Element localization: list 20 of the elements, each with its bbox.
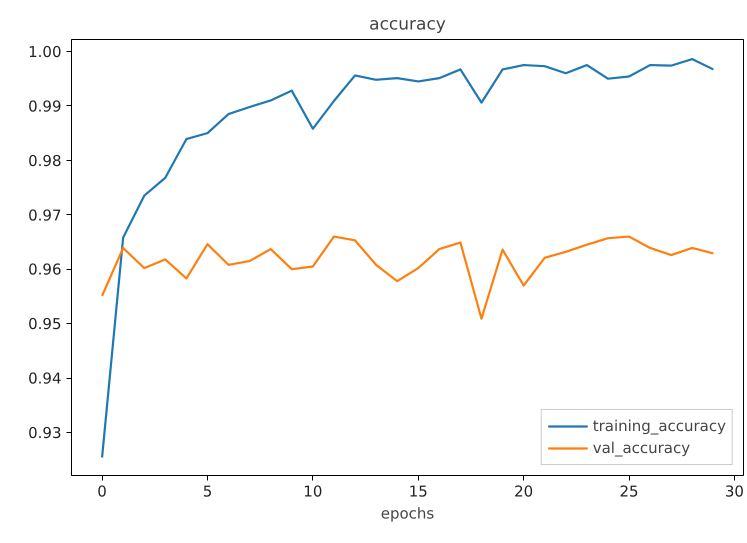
x-tick-label: 20 — [514, 482, 534, 500]
chart-title: accuracy — [369, 14, 446, 34]
y-tick-label: 0.93 — [28, 424, 62, 442]
y-tick-label: 0.99 — [28, 97, 62, 116]
y-tick-label: 0.95 — [28, 315, 62, 334]
y-tick-label: 0.98 — [28, 152, 62, 170]
x-tick-label: 15 — [408, 482, 428, 500]
y-tick-label: 0.96 — [28, 260, 62, 279]
x-axis-title: epochs — [380, 504, 434, 522]
x-tick-label: 25 — [619, 482, 639, 500]
y-tick-label: 0.97 — [28, 206, 62, 224]
y-tick-label: 1.00 — [28, 42, 62, 61]
legend-label: training_accuracy — [592, 417, 726, 435]
x-tick-label: 5 — [202, 482, 212, 500]
line-series — [100, 235, 714, 320]
x-tick-label: 30 — [724, 482, 744, 500]
y-tick-label: 0.94 — [28, 370, 62, 388]
x-tick-label: 10 — [303, 482, 322, 500]
legend-label: val_accuracy — [592, 439, 690, 457]
x-tick-label: 0 — [97, 482, 107, 500]
